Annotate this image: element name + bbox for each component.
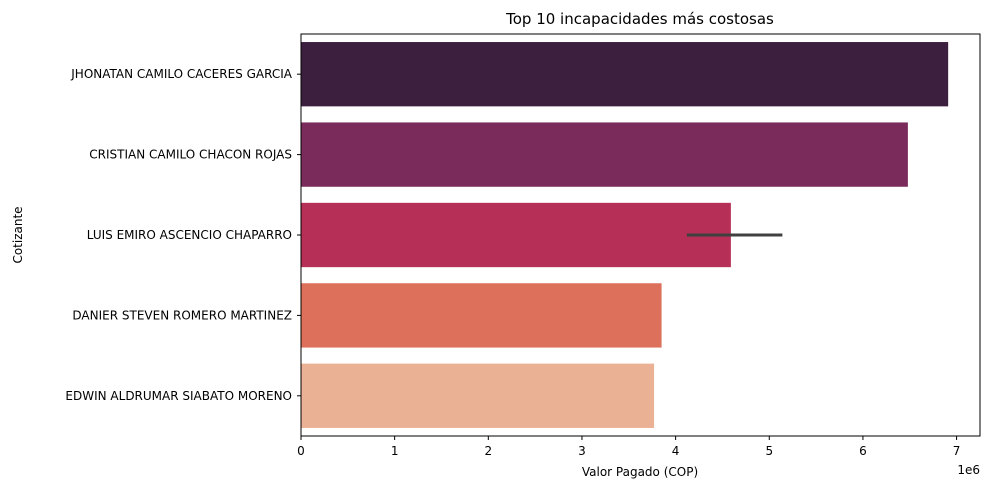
y-axis-ticks: JHONATAN CAMILO CACERES GARCIA CRISTIAN C… xyxy=(65,67,301,403)
x-tick-label-6: 6 xyxy=(859,444,867,458)
bar-3 xyxy=(301,283,662,348)
x-axis-ticks: 0 1 2 3 4 5 6 7 xyxy=(297,436,960,458)
y-axis-label: Cotizante xyxy=(11,206,25,263)
y-tick-label-4: EDWIN ALDRUMAR SIABATO MORENO xyxy=(65,389,292,403)
x-axis-scale-label: 1e6 xyxy=(957,463,980,477)
bar-4 xyxy=(301,363,655,428)
bar-1 xyxy=(301,122,908,187)
x-tick-label-1: 1 xyxy=(391,444,399,458)
x-axis-label: Valor Pagado (COP) xyxy=(582,465,698,479)
y-tick-label-1: CRISTIAN CAMILO CHACON ROJAS xyxy=(89,148,292,162)
x-tick-label-0: 0 xyxy=(297,444,305,458)
y-tick-label-3: DANIER STEVEN ROMERO MARTINEZ xyxy=(72,308,292,322)
plot-frame xyxy=(300,33,981,437)
x-tick-label-7: 7 xyxy=(953,444,961,458)
chart-title: Top 10 incapacidades más costosas xyxy=(505,10,774,28)
bars xyxy=(301,42,949,428)
x-tick-label-5: 5 xyxy=(765,444,773,458)
y-tick-label-2: LUIS EMIRO ASCENCIO CHAPARRO xyxy=(87,228,292,242)
bar-2 xyxy=(301,202,731,268)
x-tick-label-2: 2 xyxy=(484,444,492,458)
y-tick-label-0: JHONATAN CAMILO CACERES GARCIA xyxy=(70,67,293,81)
bar-0 xyxy=(301,42,949,107)
x-tick-label-4: 4 xyxy=(672,444,680,458)
x-tick-label-3: 3 xyxy=(578,444,586,458)
